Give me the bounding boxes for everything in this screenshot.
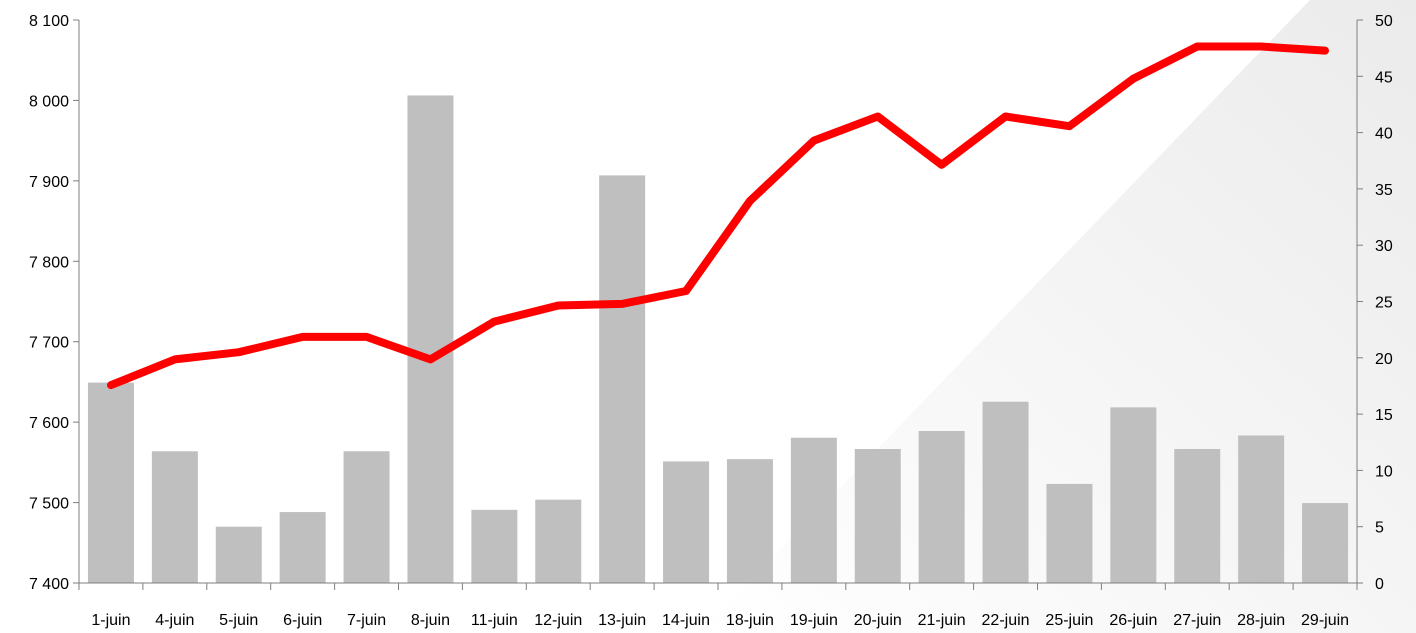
- right-tick-label: 15: [1375, 407, 1393, 424]
- x-tick-label: 12-juin: [534, 612, 582, 629]
- bar-12-juin: [535, 499, 582, 583]
- bar-18-juin: [726, 459, 773, 583]
- axes-layer: 7 400 7 500 7 600 7 700 7 800 7 900 8 000 8 100…: [29, 13, 1393, 629]
- bar-8-juin: [407, 95, 454, 583]
- x-tick-label: 19-juin: [790, 612, 838, 629]
- bar-19-juin: [790, 437, 837, 583]
- line-layer: [107, 42, 1329, 390]
- bar-4-juin: [151, 451, 198, 583]
- x-tick-label: 28-juin: [1237, 612, 1285, 629]
- bar-11-juin: [471, 509, 518, 583]
- bar-27-juin: [1174, 449, 1221, 583]
- x-tick-label: 14-juin: [662, 612, 710, 629]
- x-tick-label: 8-juin: [411, 612, 450, 629]
- bars-layer: [87, 95, 1349, 583]
- x-tick-label: 20-juin: [854, 612, 902, 629]
- right-tick-label: 5: [1375, 520, 1384, 537]
- right-tick-label: 25: [1375, 295, 1393, 312]
- bar-29-juin: [1302, 503, 1349, 583]
- x-tick-label: 11-juin: [471, 612, 518, 629]
- bar-20-juin: [854, 449, 901, 583]
- bar-7-juin: [343, 451, 390, 583]
- left-tick-label: 7 400: [29, 576, 69, 593]
- right-tick-label: 40: [1375, 126, 1393, 143]
- left-tick-label: 8 100: [29, 13, 69, 30]
- right-tick-label: 0: [1375, 576, 1384, 593]
- left-tick-label: 7 700: [29, 335, 69, 352]
- right-tick-label: 30: [1375, 238, 1393, 255]
- right-tick-label: 35: [1375, 182, 1393, 199]
- x-tick-label: 29-juin: [1301, 612, 1349, 629]
- x-tick-label: 1-juin: [91, 612, 130, 629]
- bar-22-juin: [982, 401, 1029, 583]
- right-tick-label: 20: [1375, 351, 1393, 368]
- right-tick-label: 50: [1375, 13, 1393, 30]
- price-line: [107, 42, 1329, 390]
- x-tick-label: 13-juin: [598, 612, 646, 629]
- bar-13-juin: [599, 175, 646, 583]
- left-tick-label: 7 600: [29, 415, 69, 432]
- x-tick-label: 26-juin: [1109, 612, 1157, 629]
- bar-14-juin: [663, 461, 710, 583]
- bar-26-juin: [1110, 407, 1157, 583]
- x-tick-label: 22-juin: [982, 612, 1030, 629]
- x-tick-label: 4-juin: [155, 612, 194, 629]
- bar-25-juin: [1046, 483, 1093, 583]
- x-tick-label: 18-juin: [726, 612, 774, 629]
- bar-5-juin: [215, 526, 262, 583]
- x-tick-label: 6-juin: [283, 612, 322, 629]
- bar-6-juin: [279, 512, 326, 583]
- right-tick-label: 10: [1375, 463, 1393, 480]
- x-tick-label: 7-juin: [347, 612, 386, 629]
- x-tick-label: 5-juin: [219, 612, 258, 629]
- x-tick-label: 27-juin: [1173, 612, 1221, 629]
- left-tick-label: 7 500: [29, 496, 69, 513]
- x-tick-label: 21-juin: [918, 612, 966, 629]
- bar-28-juin: [1238, 435, 1285, 583]
- left-tick-label: 7 800: [29, 254, 69, 271]
- left-tick-label: 7 900: [29, 174, 69, 191]
- bar-1-juin: [87, 382, 134, 583]
- bar-21-juin: [918, 430, 965, 583]
- left-tick-label: 8 000: [29, 93, 69, 110]
- x-tick-label: 25-juin: [1045, 612, 1093, 629]
- right-tick-label: 45: [1375, 69, 1393, 86]
